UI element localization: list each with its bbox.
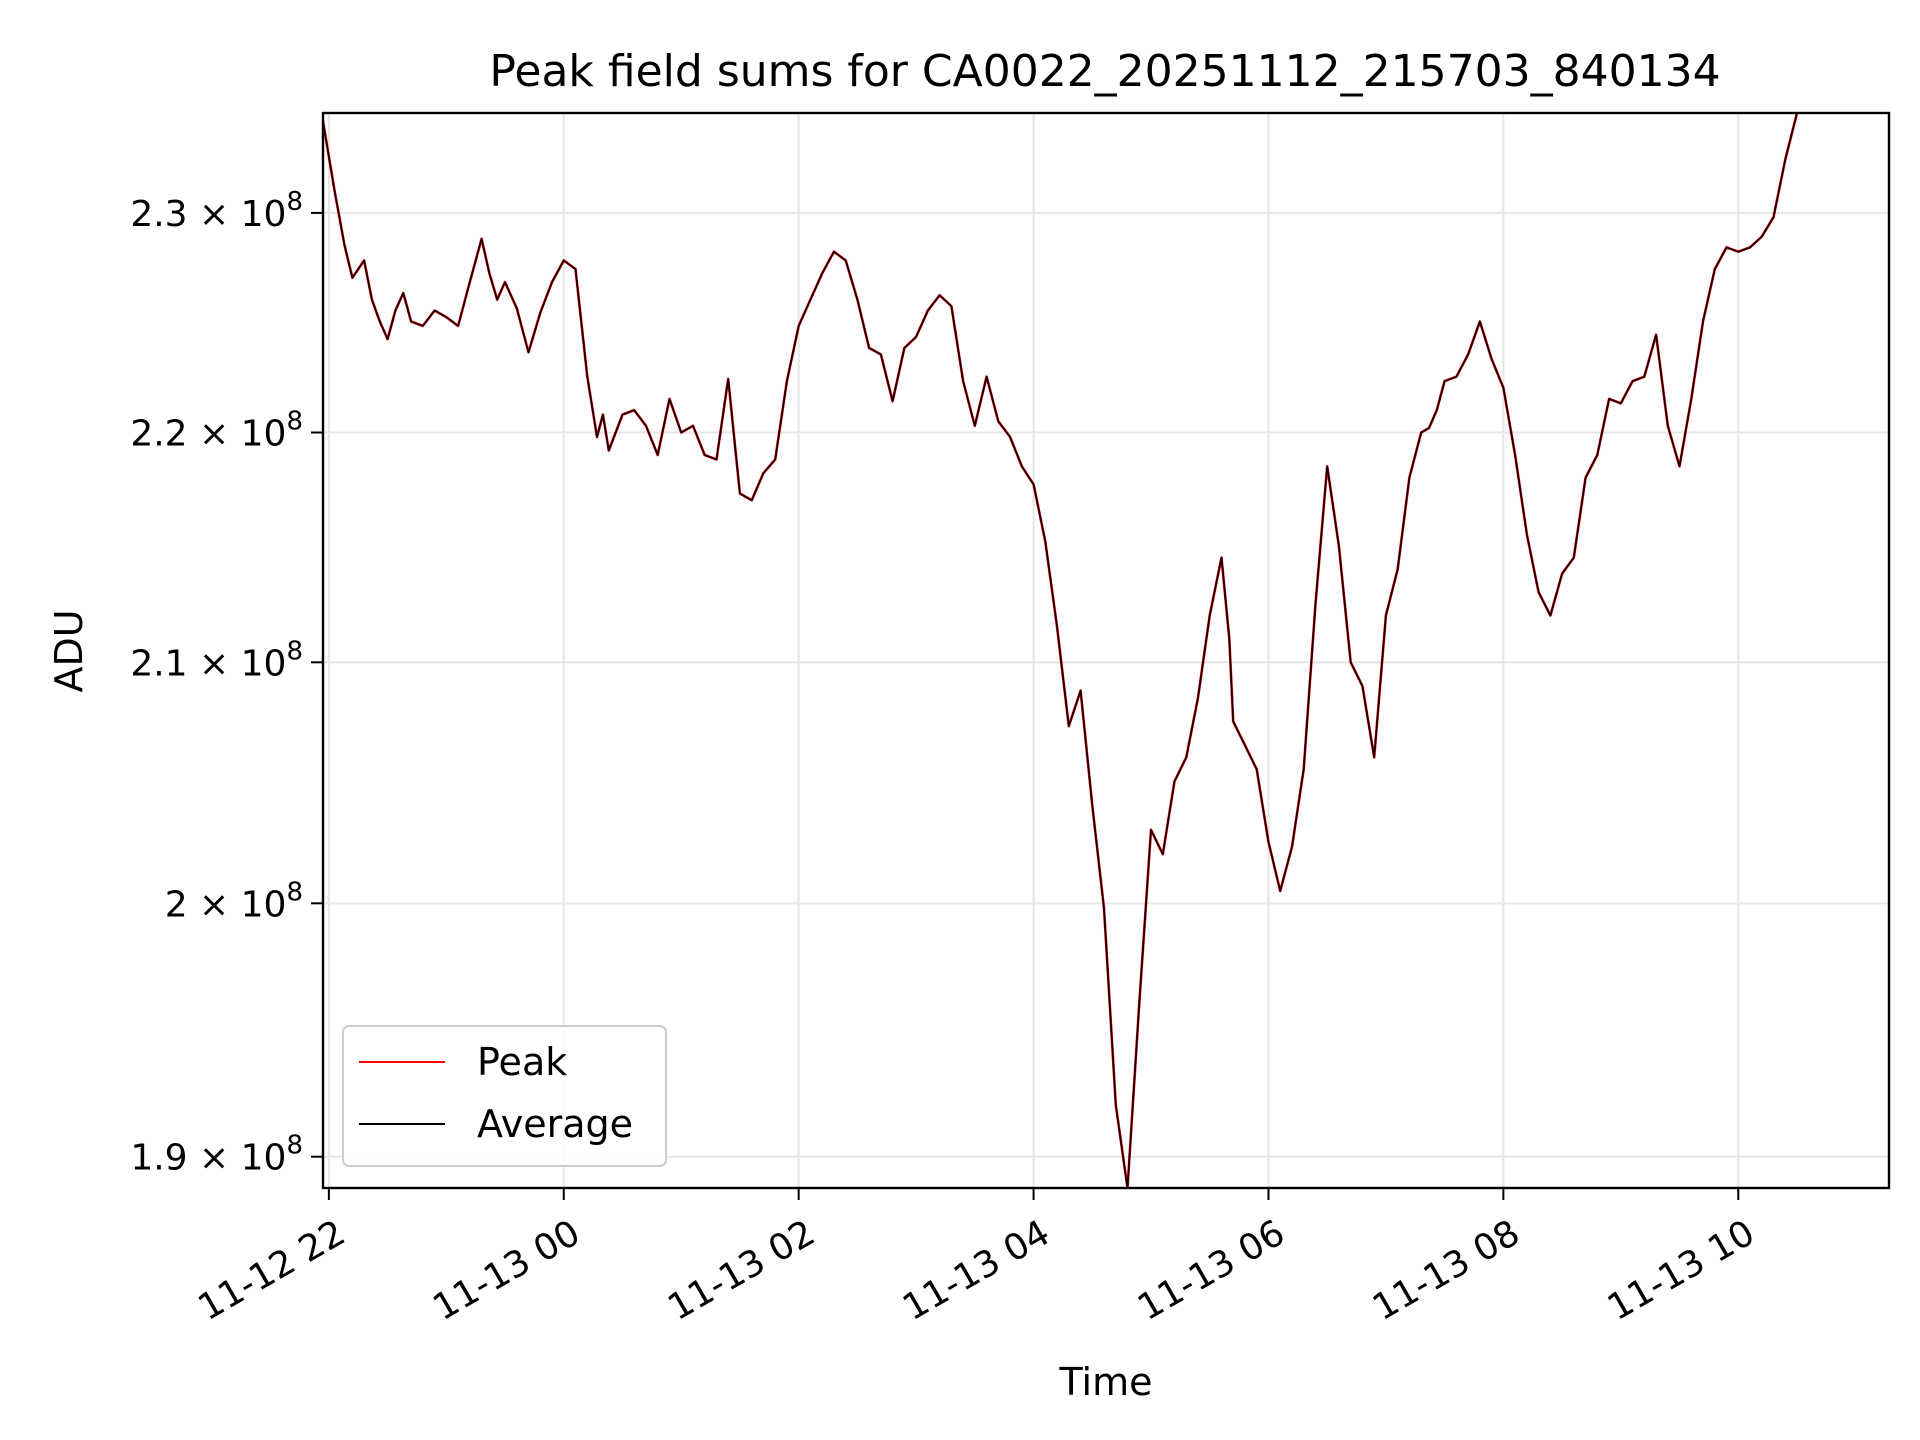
x-tick-label: 11-13 02 <box>661 1212 822 1328</box>
y-tick-label: 2.3 × 108 <box>130 187 303 235</box>
y-tick-mantissa: 2.1 × 10 <box>130 643 286 684</box>
x-tick-label: 11-13 10 <box>1601 1212 1762 1328</box>
y-tick-label: 2 × 108 <box>165 877 303 925</box>
y-tick-mantissa: 2.2 × 10 <box>130 414 286 455</box>
y-tick-mantissa: 2 × 10 <box>165 884 287 925</box>
y-tick-label: 2.1 × 108 <box>130 636 303 684</box>
x-tick-label: 11-13 04 <box>896 1212 1057 1328</box>
series-line-average <box>323 113 1798 1188</box>
y-axis-label: ADU <box>47 609 91 692</box>
x-tick-label: 11-13 00 <box>426 1212 587 1328</box>
legend-label-peak: Peak <box>477 1040 567 1084</box>
y-tick-exponent: 8 <box>286 877 303 907</box>
plot-series <box>323 113 1799 1188</box>
y-tick-exponent: 8 <box>286 407 303 437</box>
y-tick-mantissa: 1.9 × 10 <box>130 1138 286 1179</box>
plot-frame <box>321 111 1891 1190</box>
y-tick-exponent: 8 <box>286 636 303 666</box>
x-tick-label: 11-13 08 <box>1366 1212 1527 1328</box>
y-tick-label: 2.2 × 108 <box>130 407 303 455</box>
x-tick-label: 11-13 06 <box>1131 1212 1292 1328</box>
chart-title: Peak field sums for CA0022_20251112_2157… <box>489 46 1720 97</box>
legend: Peak Average <box>342 1025 667 1167</box>
x-axis-label: Time <box>1059 1360 1153 1404</box>
x-tick-label: 11-12 22 <box>191 1212 352 1328</box>
y-tick-label: 1.9 × 108 <box>130 1131 303 1179</box>
y-tick-exponent: 8 <box>286 187 303 217</box>
x-axis-ticks: 11-12 22 11-13 00 11-13 02 11-13 04 11-13 06… <box>191 1188 1762 1329</box>
y-tick-exponent: 8 <box>286 1131 303 1161</box>
grid <box>323 113 1889 1188</box>
legend-label-average: Average <box>477 1102 633 1146</box>
y-tick-mantissa: 2.3 × 10 <box>130 194 286 235</box>
